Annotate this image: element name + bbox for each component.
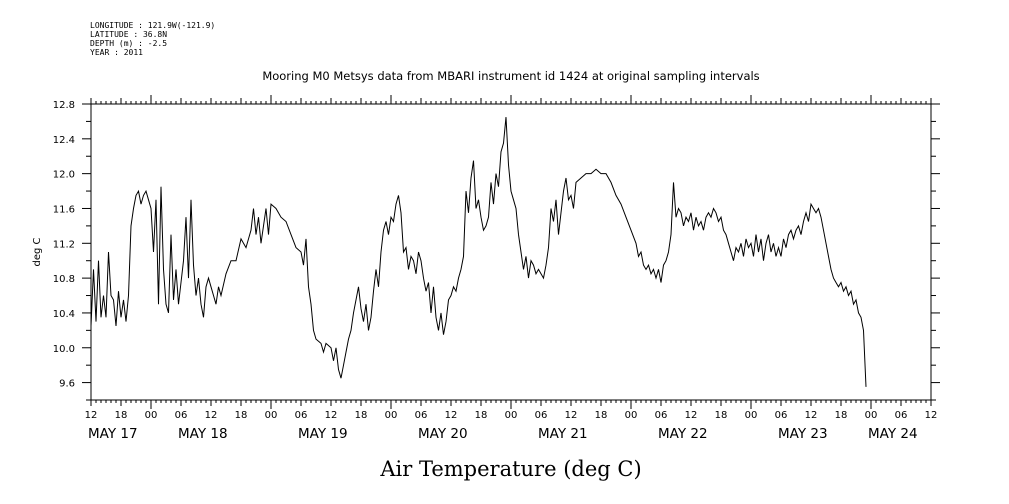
x-tick-label: 12 — [325, 410, 338, 421]
x-tick-label: 06 — [175, 410, 188, 421]
y-tick-label: 11.2 — [53, 239, 75, 250]
y-tick-label: 11.6 — [53, 204, 75, 215]
y-tick-label: 9.6 — [59, 379, 75, 390]
metadata-block: LONGITUDE : 121.9W(-121.9) LATITUDE : 36… — [90, 21, 215, 57]
day-label: MAY 19 — [298, 426, 348, 442]
day-label: MAY 20 — [418, 426, 468, 442]
x-tick-label: 12 — [445, 410, 458, 421]
day-label: MAY 24 — [868, 426, 918, 442]
x-tick-label: 06 — [655, 410, 668, 421]
x-tick-label: 00 — [745, 410, 758, 421]
day-label: MAY 23 — [778, 426, 828, 442]
year-text: YEAR : 2011 — [90, 48, 143, 57]
x-tick-label: 18 — [235, 410, 248, 421]
day-label: MAY 22 — [658, 426, 708, 442]
x-tick-label: 06 — [775, 410, 788, 421]
y-tick-label: 12.8 — [53, 100, 75, 111]
day-labels: MAY 17 MAY 18 MAY 19 MAY 20 MAY 21 MAY 22 MAY … — [88, 426, 918, 442]
x-tick-label: 00 — [145, 410, 158, 421]
x-tick-label: 12 — [205, 410, 218, 421]
day-label: MAY 17 — [88, 426, 138, 442]
x-tick-label: 00 — [865, 410, 878, 421]
x-tick-label: 12 — [925, 410, 938, 421]
latitude-text: LATITUDE : 36.8N — [90, 30, 168, 39]
x-tick-label: 12 — [565, 410, 578, 421]
x-tick-label: 06 — [295, 410, 308, 421]
x-tick-label: 12 — [805, 410, 818, 421]
x-tick-label: 18 — [835, 410, 848, 421]
x-tick-label: 18 — [715, 410, 728, 421]
x-tick-label: 18 — [595, 410, 608, 421]
x-tick-labels: 12 18 00 06 12 18 00 06 12 18 00 06 12 18 00 06 12 18 00 06… — [85, 410, 938, 421]
x-tick-label: 18 — [475, 410, 488, 421]
y-tick-label: 12.0 — [53, 170, 75, 181]
x-tick-label: 06 — [415, 410, 428, 421]
x-tick-label: 12 — [685, 410, 698, 421]
x-tick-label: 06 — [895, 410, 908, 421]
y-tick-label: 12.4 — [53, 135, 75, 146]
x-tick-label: 06 — [535, 410, 548, 421]
y-tick-label: 10.8 — [53, 274, 75, 285]
depth-text: DEPTH (m) : -2.5 — [90, 39, 168, 48]
tick-marks — [82, 95, 940, 409]
series-line-air-temperature — [90, 117, 867, 387]
day-label: MAY 21 — [538, 426, 588, 442]
y-tick-labels: 12.8 12.4 12.0 11.6 11.2 10.8 10.4 10.0 9.6 — [53, 100, 75, 390]
day-label: MAY 18 — [178, 426, 228, 442]
x-tick-label: 00 — [625, 410, 638, 421]
x-tick-label: 00 — [505, 410, 518, 421]
x-tick-label: 00 — [385, 410, 398, 421]
x-tick-label: 18 — [115, 410, 128, 421]
x-tick-label: 18 — [355, 410, 368, 421]
y-axis-label: deg C — [32, 237, 43, 266]
chart-title: Mooring M0 Metsys data from MBARI instru… — [262, 69, 759, 83]
x-tick-label: 12 — [85, 410, 98, 421]
longitude-text: LONGITUDE : 121.9W(-121.9) — [90, 21, 216, 30]
y-tick-label: 10.4 — [53, 309, 75, 320]
plot-frame — [90, 103, 932, 401]
x-tick-label: 00 — [265, 410, 278, 421]
y-tick-label: 10.0 — [53, 344, 75, 355]
x-axis-label: Air Temperature (deg C) — [379, 457, 641, 481]
